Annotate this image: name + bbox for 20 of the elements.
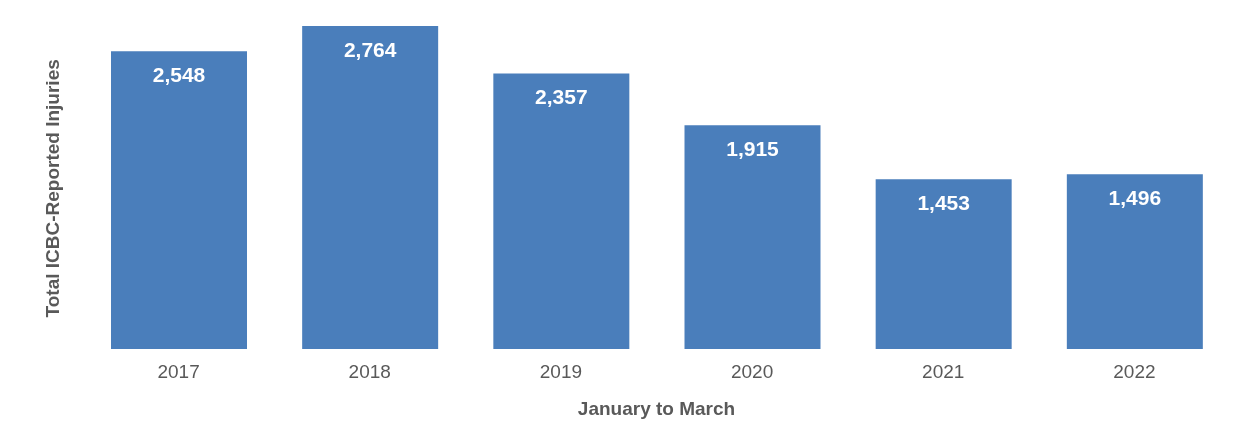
x-axis-title: January to March — [577, 398, 736, 419]
bar — [302, 26, 439, 349]
x-tick-label: 2022 — [1113, 361, 1156, 383]
data-label: 2,548 — [152, 63, 206, 87]
x-tick-label: 2019 — [539, 361, 583, 383]
x-tick-label: 2020 — [730, 361, 774, 383]
bar — [684, 125, 821, 349]
x-tick-label: 2018 — [348, 361, 391, 383]
data-label: 2,764 — [343, 37, 397, 61]
x-tick-label: 2017 — [157, 361, 200, 383]
bar — [493, 73, 630, 349]
data-label: 1,453 — [917, 191, 970, 215]
y-axis-title: Total ICBC-Reported Injuries — [41, 59, 63, 318]
x-tick-label: 2021 — [922, 361, 965, 383]
bar — [875, 179, 1012, 349]
bar — [1066, 174, 1203, 349]
data-label: 1,496 — [1108, 186, 1162, 210]
bar — [111, 51, 247, 349]
data-label: 1,915 — [726, 137, 780, 161]
data-label: 2,357 — [535, 85, 588, 109]
